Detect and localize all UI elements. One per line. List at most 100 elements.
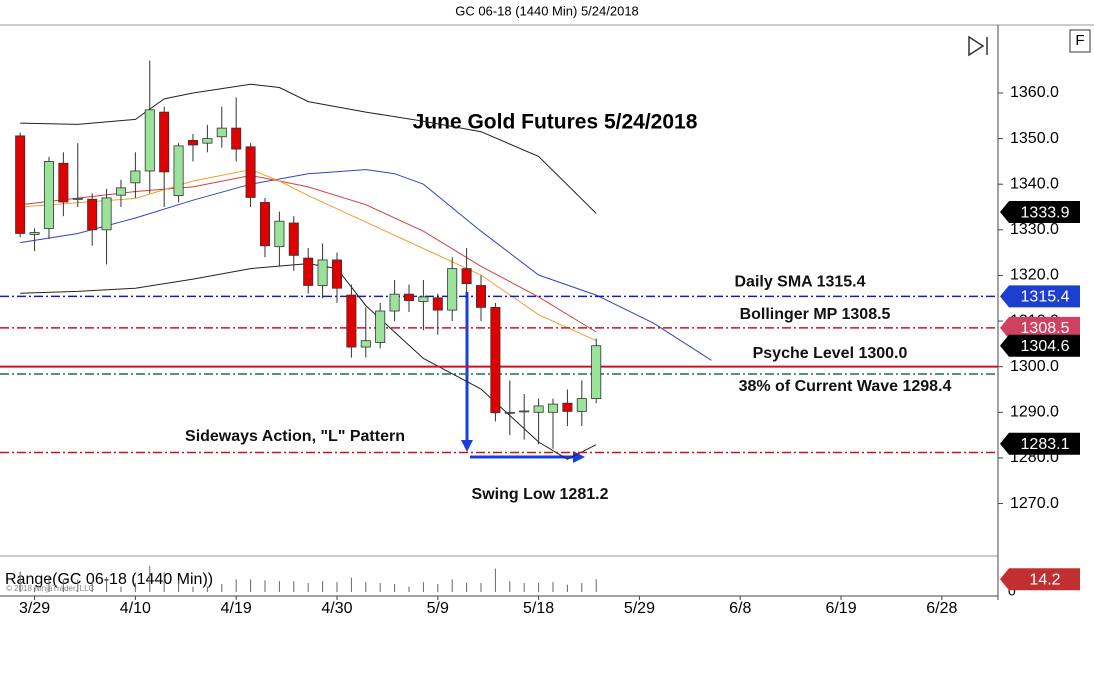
y-tick-label: 1290.0 [1010, 404, 1059, 421]
chart-title: GC 06-18 (1440 Min) 5/24/2018 [455, 3, 639, 18]
candle-body [187, 140, 198, 146]
candle-body [533, 405, 544, 413]
y-tick-label: 1270.0 [1010, 495, 1059, 512]
candle [504, 380, 515, 436]
candle-body [202, 138, 213, 144]
price-tag [1000, 568, 1080, 591]
candle [159, 106, 170, 208]
y-tick-label: 1300.0 [1010, 358, 1059, 375]
candle [187, 134, 198, 162]
price-tag-label: 1283.1 [1021, 436, 1070, 453]
candle [475, 275, 487, 322]
candle-body [461, 268, 472, 285]
candle [259, 197, 270, 258]
candle-body [87, 198, 98, 231]
candle-body [159, 111, 170, 173]
candle [547, 398, 559, 449]
price-tag-label: 1304.6 [1021, 338, 1070, 355]
annotation: June Gold Futures 5/24/2018 [413, 111, 698, 134]
candle [87, 193, 98, 246]
level-label: Bollinger MP 1308.5 [740, 306, 891, 323]
price-tag [1000, 201, 1080, 224]
candle-body [547, 403, 559, 413]
x-tick-label: 3/29 [19, 600, 50, 617]
candle [346, 284, 357, 358]
candle [216, 106, 227, 148]
y-tick-label: 1350.0 [1010, 130, 1059, 147]
x-tick-label: 6/19 [825, 600, 856, 617]
candle [130, 152, 141, 198]
candle-body [562, 402, 573, 412]
x-tick-label: 5/29 [624, 600, 655, 617]
candle-body [576, 398, 587, 412]
candle [58, 152, 69, 217]
candle [403, 284, 415, 312]
candle [231, 97, 242, 162]
candle [115, 179, 126, 208]
candle-body [591, 345, 602, 400]
x-tick-label: 4/30 [321, 600, 352, 617]
candle-body [259, 202, 270, 247]
candle [274, 211, 285, 267]
candle [29, 228, 40, 252]
indicator-line [20, 169, 712, 361]
candle [173, 143, 184, 203]
y-tick-label: 1360.0 [1010, 84, 1059, 101]
candle [360, 307, 371, 358]
swing-label: Swing Low 1281.2 [472, 486, 609, 503]
candle-body [216, 127, 227, 138]
candle [418, 280, 429, 331]
x-tick-label: 6/8 [729, 600, 751, 617]
candle-body [490, 306, 501, 414]
candle-body [173, 145, 184, 197]
candle-body [29, 232, 40, 235]
candle-body [418, 296, 429, 302]
y-tick-label: 1340.0 [1010, 175, 1059, 192]
candle [562, 389, 573, 426]
x-tick-label: 5/9 [427, 600, 449, 617]
price-tag-label: 1333.9 [1021, 204, 1070, 221]
candle-body [58, 162, 69, 203]
price-tag [1000, 432, 1080, 455]
level-label: Psyche Level 1300.0 [753, 345, 908, 362]
candle [375, 302, 386, 349]
candle-body [101, 197, 112, 231]
candle [101, 188, 112, 265]
candle-body [274, 220, 285, 248]
candle-body [303, 257, 314, 286]
candle-body [331, 259, 342, 289]
candle [461, 248, 472, 294]
range-label: Range(GC 06-18 (1440 Min)) [5, 571, 213, 588]
candle [432, 293, 443, 335]
candle [43, 156, 54, 239]
candle [331, 252, 342, 303]
level-label: Daily SMA 1315.4 [734, 274, 865, 291]
candle [533, 398, 544, 445]
level-label: 38% of Current Wave 1298.4 [739, 378, 952, 395]
copyright: © 2018 NinjaTrader, LLC [6, 584, 95, 593]
indicator-line [20, 83, 597, 214]
svg-text:F: F [1075, 32, 1084, 49]
play-icon[interactable] [968, 35, 988, 57]
candle-body [130, 170, 141, 184]
f-button[interactable]: F [1069, 29, 1091, 53]
price-tag [1000, 285, 1080, 308]
candle [288, 216, 299, 271]
candle-body [245, 146, 256, 198]
price-tag-label: 1315.4 [1021, 289, 1070, 306]
candle [144, 60, 155, 194]
x-tick-label: 4/19 [221, 600, 252, 617]
y-tick-label: 1330.0 [1010, 221, 1059, 238]
candle-body [504, 411, 515, 414]
candle [576, 380, 587, 426]
y-tick-label: 1320.0 [1010, 267, 1059, 284]
candle [591, 338, 602, 404]
candle-body [375, 310, 386, 343]
candle-body [144, 109, 155, 172]
candle-body [360, 340, 371, 348]
candle [72, 143, 83, 208]
candle-body [475, 285, 487, 308]
candle [245, 143, 256, 208]
candle-body [231, 127, 242, 150]
